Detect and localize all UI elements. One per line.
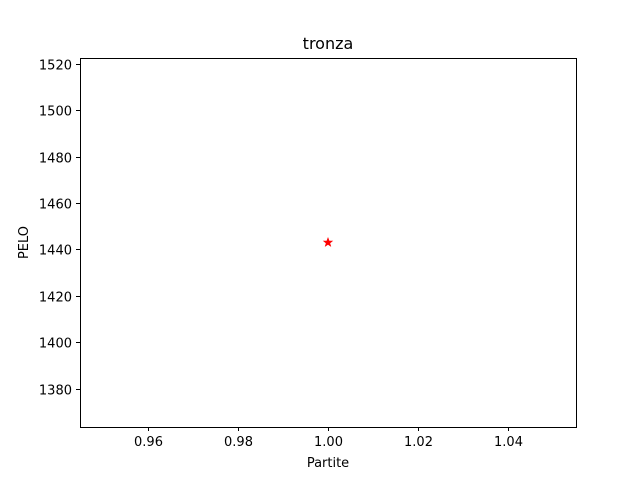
x-tick-label: 1.02 <box>404 435 433 450</box>
y-tick-label: 1400 <box>39 337 72 352</box>
x-axis-label: Partite <box>307 456 349 471</box>
x-tick-label: 0.98 <box>224 435 253 450</box>
x-tick-label: 1.04 <box>494 435 523 450</box>
plot-area-frame <box>80 58 577 428</box>
y-tick-label: 1460 <box>39 198 72 213</box>
x-tick-label: 1.00 <box>314 435 343 450</box>
chart-title: tronza <box>303 34 354 53</box>
y-axis-label: PELO <box>17 226 32 259</box>
marks-layer <box>322 237 334 247</box>
x-tick-label: 0.96 <box>134 435 163 450</box>
y-tick-label: 1420 <box>39 291 72 306</box>
y-tick-label: 1520 <box>39 59 72 74</box>
y-tick-label: 1480 <box>39 152 72 167</box>
y-tick-label: 1500 <box>39 105 72 120</box>
data-point-star <box>322 237 334 247</box>
y-tick-label: 1440 <box>39 244 72 259</box>
y-tick-label: 1380 <box>39 384 72 399</box>
ticks-layer: 0.96 0.98 1.00 1.02 1.04 1380 1400 1420 1440 1460… <box>39 59 523 451</box>
